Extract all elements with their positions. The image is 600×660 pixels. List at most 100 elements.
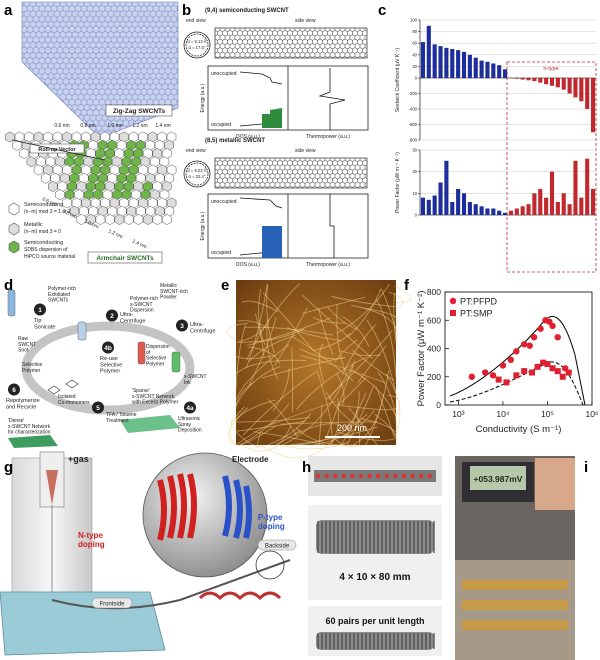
label: Polymer-rich Exfoliated SWCNTs	[48, 286, 76, 304]
step-number: 4b	[104, 345, 112, 352]
bar	[514, 208, 519, 215]
label: 1.4 nm	[131, 238, 147, 250]
marker-square	[554, 368, 561, 375]
text-line: Powder	[160, 295, 177, 301]
label: Dispersion of Selective Polymer	[146, 344, 170, 367]
bar	[503, 212, 508, 215]
text-line: Raw	[18, 336, 28, 342]
bar	[420, 197, 425, 215]
fiber	[248, 316, 277, 386]
label: end view	[186, 18, 206, 24]
fiber	[235, 354, 276, 360]
y-tick-label: 0	[436, 400, 441, 410]
fiber	[254, 313, 265, 357]
fiber	[346, 384, 375, 446]
label: (n−m) mod 3 = 1 or 2	[24, 209, 71, 215]
fiber	[295, 356, 367, 410]
text-line: Ultra-	[190, 322, 204, 328]
fiber	[275, 429, 301, 446]
label: Thermopower (a.u.)	[306, 134, 350, 140]
bar	[473, 204, 478, 215]
fiber	[327, 306, 358, 331]
fiber	[351, 369, 397, 417]
label: Selective Polymer	[22, 362, 43, 374]
marker-square	[495, 376, 502, 383]
bar	[549, 78, 555, 86]
label: Polymer-rich s-SWCNT Dispersion	[130, 296, 158, 314]
junction	[341, 473, 346, 479]
hexagon	[133, 214, 144, 225]
marker-square	[513, 372, 520, 379]
fiber	[351, 349, 395, 381]
label: Energy (a.u.)	[200, 83, 206, 112]
bar	[526, 78, 531, 81]
x-tick-label: 10⁴	[496, 409, 509, 419]
y-tick-label: 20	[412, 64, 417, 69]
bar	[461, 51, 467, 78]
label: Repolymerize and Recycle	[6, 398, 40, 410]
text-line: Ultrasonic	[178, 416, 201, 422]
fiber	[291, 347, 294, 412]
junction	[410, 473, 415, 479]
label: d = 9.02 Å	[187, 168, 206, 173]
bar	[544, 78, 549, 85]
y-tick-label: 200	[427, 372, 441, 382]
step-badge	[184, 401, 196, 414]
fiber	[380, 288, 397, 339]
bar	[479, 206, 484, 215]
label: (n−m) mod 3 = 0	[24, 229, 61, 235]
junction	[350, 473, 355, 479]
bar	[520, 78, 525, 80]
bar	[514, 78, 519, 79]
step-number: 5	[96, 405, 100, 412]
label: Roll-up Vector	[38, 147, 76, 153]
y-tick-label: 800	[427, 287, 441, 297]
bar	[555, 202, 560, 215]
legend-label: PT:SMP	[460, 309, 493, 319]
text-line: of	[146, 350, 151, 356]
text-line: Dispersion	[146, 344, 170, 350]
label: (8,5) metallic SWCNT	[205, 138, 265, 144]
y-tick-label: 100	[410, 18, 418, 23]
panel-letter: f	[404, 277, 410, 294]
text-line: doping	[258, 522, 285, 531]
marker-square	[544, 361, 551, 368]
hexagon	[143, 214, 153, 225]
bar	[450, 202, 455, 215]
text-line: Deposition	[178, 428, 202, 434]
x-tick-label: 10³	[452, 409, 464, 419]
label: 'Dense' s-SWCNT Network for characterizati…	[8, 418, 51, 436]
text-line: SWCNTs	[48, 298, 69, 304]
label: end view	[186, 148, 206, 154]
bar	[456, 50, 461, 78]
y-tick-label: 80	[412, 29, 417, 34]
fiber	[348, 407, 378, 446]
marker-square	[540, 359, 547, 366]
bar	[479, 60, 484, 78]
y-tick-label: 0	[415, 76, 418, 81]
junction	[401, 473, 407, 479]
bar	[450, 49, 455, 78]
label: 0.8 nm	[80, 123, 95, 129]
junction	[315, 473, 321, 479]
text-line: Ink	[184, 380, 191, 386]
fiber	[342, 316, 370, 347]
step-badge	[102, 341, 114, 354]
fiber	[342, 391, 360, 430]
text-line: and Recycle	[6, 404, 36, 410]
step-number: 6	[12, 387, 16, 394]
text-line: Polymer	[100, 369, 120, 375]
text-line: Exfoliated	[48, 292, 70, 298]
fiber	[336, 373, 345, 405]
fiber	[266, 284, 275, 354]
marker-square	[503, 379, 510, 386]
bar	[573, 78, 578, 98]
hex-grid	[5, 131, 177, 225]
bar	[585, 158, 590, 215]
device-photos	[308, 456, 442, 656]
electrospinning-illustration	[0, 451, 291, 656]
text-line: 'Sparse'	[132, 388, 150, 394]
junction	[358, 473, 364, 479]
nanotube-illustrations	[183, 27, 369, 259]
